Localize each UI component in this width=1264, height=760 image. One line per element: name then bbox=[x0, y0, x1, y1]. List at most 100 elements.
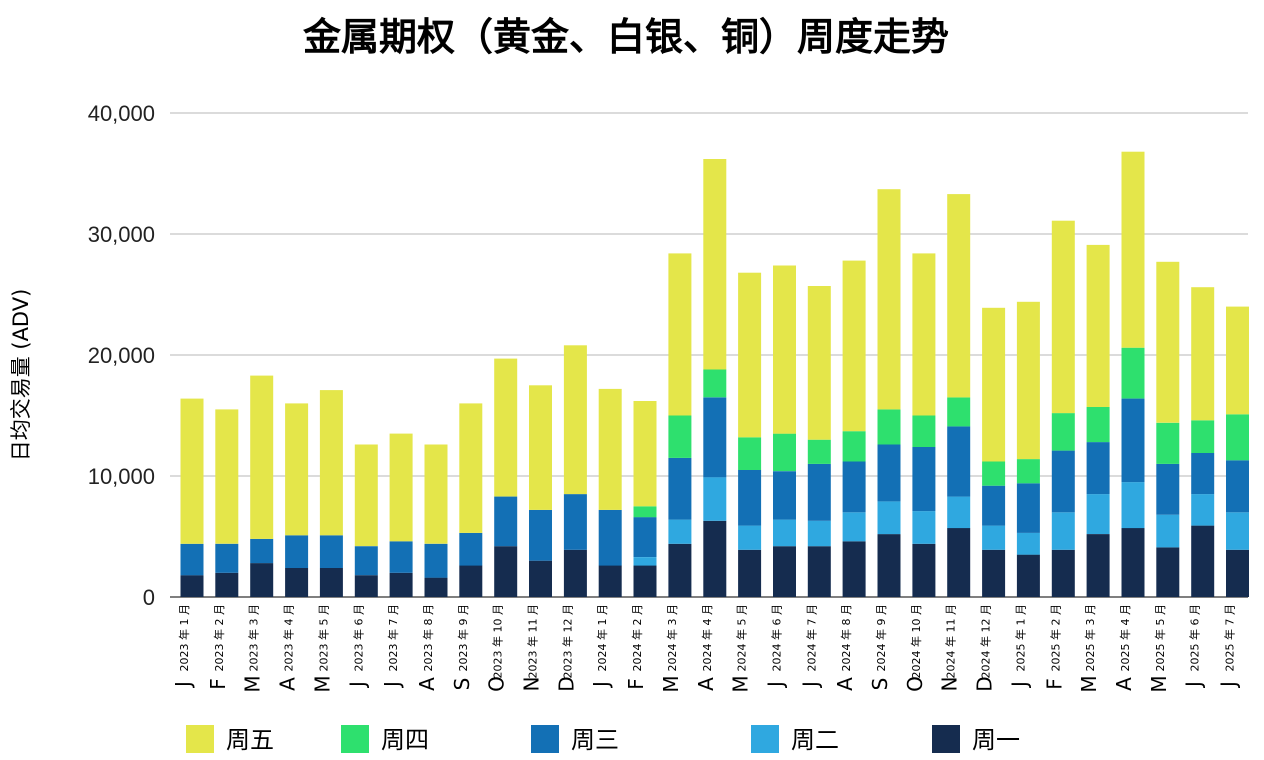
x-tick-label: 2024 年 11 月 bbox=[944, 604, 958, 678]
x-tick-month-letter: S bbox=[450, 678, 474, 691]
x-tick-label: 2023 年 7 月 bbox=[386, 604, 400, 671]
legend-label: 周二 bbox=[791, 726, 839, 754]
bar-segment bbox=[319, 535, 343, 568]
bar-segment bbox=[1156, 547, 1180, 597]
x-tick-label: 2024 年 2 月 bbox=[630, 604, 644, 671]
bar-segment bbox=[459, 403, 483, 533]
bar-segment bbox=[877, 189, 901, 410]
bar-segment bbox=[563, 494, 587, 550]
bar-segment bbox=[1156, 422, 1180, 464]
bar-segment bbox=[807, 439, 831, 464]
bar-segment bbox=[668, 457, 692, 520]
bar-segment bbox=[773, 546, 796, 597]
bar-segment bbox=[1191, 420, 1215, 453]
x-tick-label: 2024 年 10 月 bbox=[909, 604, 923, 678]
x-tick-month-letter: A bbox=[694, 677, 718, 691]
bar-segment bbox=[354, 546, 378, 576]
bar-segment bbox=[947, 496, 971, 529]
bar-segment bbox=[1121, 528, 1145, 597]
bar-segment bbox=[738, 549, 762, 597]
bar-segment bbox=[912, 253, 936, 416]
x-tick-month-letter: J bbox=[171, 681, 195, 689]
bar-segment bbox=[738, 469, 762, 526]
bar-segment bbox=[982, 485, 1006, 526]
bar-segment bbox=[982, 307, 1006, 462]
bar-segment bbox=[1051, 220, 1075, 414]
x-tick-month-letter: F bbox=[624, 678, 648, 690]
x-tick-month-letter: M bbox=[729, 675, 753, 692]
bar-segment bbox=[215, 572, 239, 597]
bar-segment bbox=[250, 563, 274, 597]
x-tick-label: 2024 年 1 月 bbox=[595, 604, 609, 671]
bar-segment bbox=[703, 397, 727, 478]
bar-segment bbox=[1051, 512, 1075, 550]
bar-segment bbox=[633, 401, 657, 507]
x-tick-month-letter: M bbox=[310, 675, 334, 692]
x-tick-month-letter: J bbox=[798, 681, 822, 689]
x-tick-month-letter: A bbox=[1112, 677, 1136, 691]
x-tick-month-letter: F bbox=[206, 678, 230, 690]
bar-segment bbox=[1226, 460, 1249, 513]
bar-segment bbox=[947, 397, 971, 427]
bar-segment bbox=[1191, 525, 1215, 597]
bar-segment bbox=[912, 447, 936, 512]
x-tick-label: 2023 年 10 月 bbox=[491, 604, 505, 678]
y-tick-label: 10,000 bbox=[88, 464, 155, 489]
bar-segment bbox=[877, 409, 901, 445]
x-tick-label: 2024 年 8 月 bbox=[839, 604, 853, 671]
bar-segment bbox=[1086, 534, 1110, 597]
bar-segment bbox=[389, 433, 413, 542]
x-tick-month-letter: A bbox=[415, 677, 439, 691]
x-tick-month-letter: A bbox=[833, 677, 857, 691]
x-tick-label: 2023 年 12 月 bbox=[560, 604, 574, 678]
x-tick-label: 2025 年 6 月 bbox=[1188, 604, 1202, 671]
y-axis-ticks: 0 10,000 20,000 30,000 40,000 bbox=[88, 101, 155, 610]
bar-segment bbox=[773, 265, 796, 434]
bar-segment bbox=[180, 398, 204, 544]
legend-swatch bbox=[531, 725, 559, 753]
x-tick-month-letter: S bbox=[868, 678, 892, 691]
y-tick-label: 30,000 bbox=[88, 222, 155, 247]
bar-segment bbox=[807, 520, 831, 547]
bar-segment bbox=[912, 415, 936, 447]
y-tick-label: 20,000 bbox=[88, 343, 155, 368]
x-tick-label: 2023 年 2 月 bbox=[212, 604, 226, 671]
bar-segment bbox=[1191, 287, 1215, 421]
bar-segment bbox=[1051, 450, 1075, 513]
bar-segment bbox=[1051, 549, 1075, 597]
legend-swatch bbox=[751, 725, 779, 753]
bar-segment bbox=[494, 546, 518, 597]
x-tick-label: 2024 年 9 月 bbox=[874, 604, 888, 671]
bar-segment bbox=[773, 471, 796, 520]
x-tick-label: 2025 年 1 月 bbox=[1013, 604, 1027, 671]
bar-segment bbox=[529, 560, 552, 597]
x-tick-month-letter: M bbox=[659, 675, 683, 692]
bar-segment bbox=[285, 535, 309, 568]
bar-segment bbox=[180, 575, 204, 597]
bar-segment bbox=[738, 437, 762, 470]
y-tick-label: 40,000 bbox=[88, 101, 155, 126]
legend-label: 周三 bbox=[571, 726, 619, 754]
x-tick-label: 2023 年 4 月 bbox=[282, 604, 296, 671]
bar-segment bbox=[633, 517, 657, 557]
bar-segment bbox=[494, 358, 518, 497]
bar-segment bbox=[1156, 514, 1180, 548]
x-tick-month-letter: J bbox=[345, 681, 369, 689]
x-tick-month-letter: D bbox=[973, 676, 997, 691]
legend-label: 周一 bbox=[972, 726, 1020, 754]
bar-segment bbox=[842, 541, 866, 597]
bar-segment bbox=[354, 575, 378, 597]
x-axis-ticks: 2023 年 1 月 J 2023 年 2 月 F 2023 年 3 月 M 2023 年 … bbox=[171, 604, 1241, 693]
bar-segment bbox=[1121, 347, 1145, 399]
legend-label: 周四 bbox=[381, 726, 429, 754]
bar-segment bbox=[633, 565, 657, 597]
x-tick-month-letter: D bbox=[554, 676, 578, 691]
bar-segment bbox=[215, 409, 239, 544]
bar-segment bbox=[668, 543, 692, 597]
x-tick-label: 2024 年 7 月 bbox=[804, 604, 818, 671]
legend: 周五 周四 周三 周二 周一 bbox=[186, 725, 1020, 754]
x-tick-label: 2024 年 3 月 bbox=[665, 604, 679, 671]
bar-segment bbox=[842, 260, 866, 432]
bar-segment bbox=[1086, 244, 1110, 407]
bar-segment bbox=[842, 431, 866, 462]
